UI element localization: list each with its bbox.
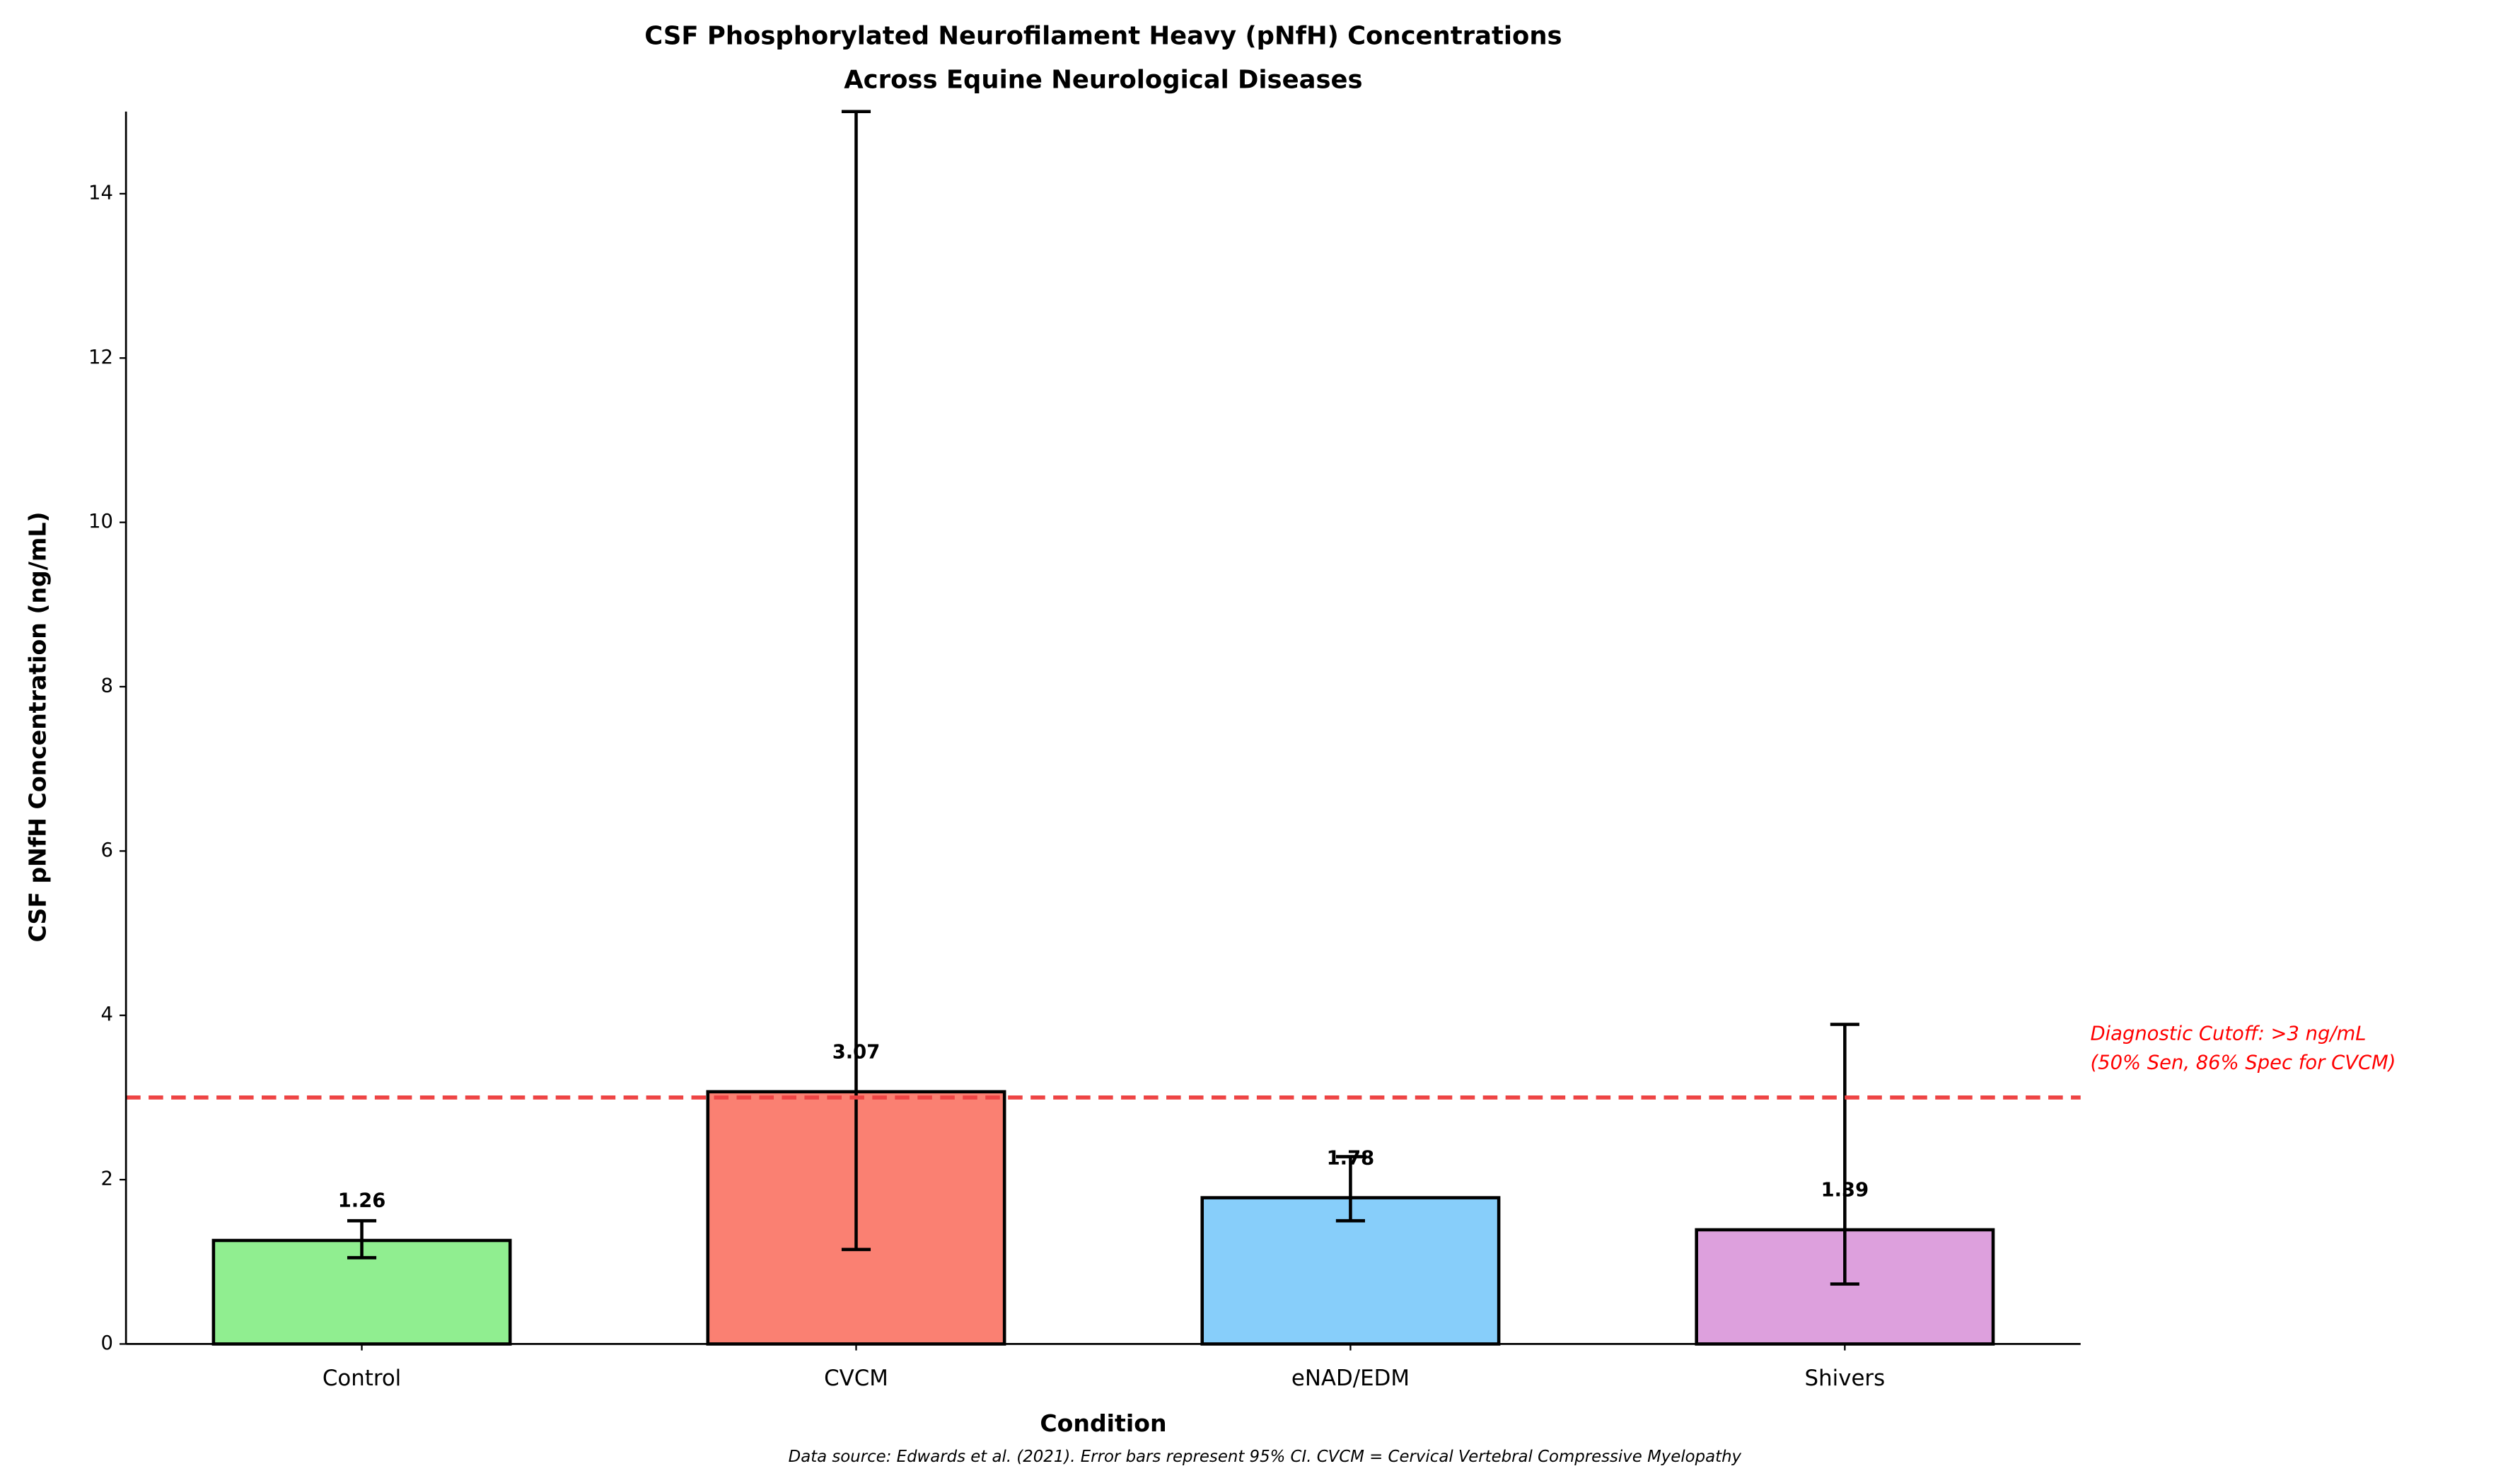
chart-title: Across Equine Neurological Diseases — [844, 65, 1362, 94]
reference-label: (50% Sen, 86% Spec for CVCM) — [2090, 1052, 2396, 1074]
y-tick-label: 2 — [100, 1168, 112, 1190]
value-label: 1.26 — [338, 1190, 386, 1212]
reference-label: Diagnostic Cutoff: >3 ng/mL — [2090, 1023, 2366, 1045]
footnote: Data source: Edwards et al. (2021). Erro… — [789, 1448, 1742, 1466]
y-tick-label: 14 — [88, 182, 113, 204]
error-bar — [1335, 1155, 1365, 1223]
chart-title: CSF Phosphorylated Neurofilament Heavy (… — [644, 22, 1562, 51]
x-axis-label: Condition — [1040, 1409, 1166, 1437]
error-bar — [841, 110, 871, 1252]
y-tick-label: 8 — [100, 675, 112, 697]
value-label: 1.78 — [1327, 1147, 1375, 1169]
y-tick-label: 12 — [88, 347, 113, 368]
x-tick-label: Control — [323, 1366, 401, 1391]
bar — [1695, 1228, 1995, 1346]
error-bar — [1830, 1023, 1859, 1286]
value-label: 3.07 — [832, 1041, 881, 1063]
x-tick-label: Shivers — [1805, 1366, 1886, 1391]
value-label: 1.39 — [1821, 1180, 1869, 1202]
y-tick-label: 0 — [100, 1332, 112, 1354]
y-tick-label: 10 — [88, 511, 113, 533]
error-bar — [347, 1219, 377, 1260]
x-tick-label: CVCM — [824, 1366, 888, 1391]
y-tick-label: 6 — [100, 839, 112, 861]
x-tick-label: eNAD/EDM — [1291, 1366, 1410, 1391]
y-axis-label: CSF pNfH Concentration (ng/mL) — [23, 511, 51, 942]
y-tick-label: 4 — [100, 1004, 112, 1025]
